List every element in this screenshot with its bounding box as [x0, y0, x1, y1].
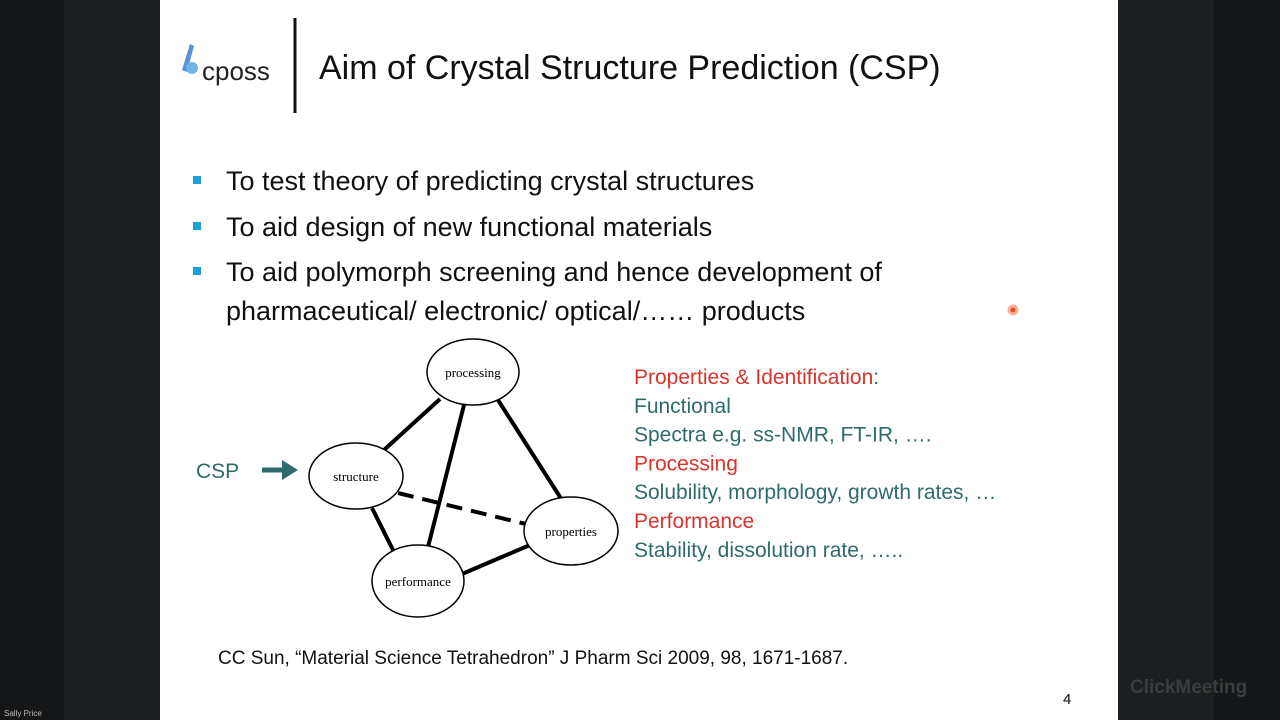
- bullet-text: To aid design of new functional material…: [226, 212, 712, 242]
- edge: [496, 398, 564, 502]
- bullet-text: To test theory of predicting crystal str…: [226, 166, 754, 196]
- node: [371, 544, 465, 618]
- page-number: 4: [1063, 691, 1071, 708]
- node-label: structure: [333, 469, 379, 484]
- aspect-line: Processing: [634, 452, 738, 475]
- bullet-list: To test theory of predicting crystal str…: [193, 166, 882, 326]
- aspect-text: Performance: [634, 510, 754, 533]
- logo-mark: [186, 62, 198, 74]
- aspect-line: Spectra e.g. ss-NMR, FT-IR, ….: [634, 424, 932, 447]
- aspect-text: Spectra e.g. ss-NMR, FT-IR, ….: [634, 424, 932, 447]
- aspect-text: Stability, dissolution rate, …..: [634, 539, 903, 562]
- aspect-text: Properties & Identification: [634, 366, 873, 389]
- input-label: CSP: [196, 460, 239, 483]
- logo-mark: [182, 44, 194, 72]
- side-panel: [64, 0, 160, 720]
- node-label: performance: [385, 574, 451, 589]
- watermark: ClickMeeting: [1130, 677, 1247, 698]
- pointer: [1007, 304, 1019, 316]
- arrow-head: [282, 460, 298, 480]
- aspect-text: Functional: [634, 395, 731, 418]
- aspect-line: Performance: [634, 510, 754, 533]
- dashed-edge: [397, 491, 527, 526]
- slide: [160, 0, 1118, 720]
- edge: [461, 543, 531, 576]
- tetrahedron-diagram: CSP processing structure properties perform…: [196, 338, 619, 618]
- citation: CC Sun, “Material Science Tetrahedron” J…: [218, 648, 848, 669]
- bullet-marker: [193, 267, 201, 275]
- edge: [426, 404, 466, 548]
- aspect-line: Properties & Identification:: [634, 366, 879, 389]
- aspect-text: Processing: [634, 452, 738, 475]
- node-label: processing: [445, 365, 501, 380]
- aspect-text: Solubility, morphology, growth rates, …: [634, 481, 996, 504]
- logo-text: cposs: [202, 56, 270, 86]
- aspect-line: Functional: [634, 395, 731, 418]
- bullet-text: pharmaceutical/ electronic/ optical/…… p…: [226, 296, 805, 326]
- edge: [370, 507, 396, 553]
- node-label: properties: [545, 524, 597, 539]
- aspect-line: Solubility, morphology, growth rates, …: [634, 481, 996, 504]
- bullet-marker: [193, 222, 201, 230]
- node: [308, 442, 404, 510]
- aspect-list: Properties & Identification: Functional Sp…: [634, 366, 996, 562]
- logo: cposs: [182, 44, 270, 86]
- bullet-marker: [193, 176, 201, 184]
- node: [426, 338, 520, 406]
- presenter-name: Sally Price: [4, 709, 42, 718]
- bullet-text: To aid polymorph screening and hence dev…: [226, 257, 882, 287]
- node: [523, 496, 619, 566]
- side-panel: [1118, 0, 1214, 720]
- aspect-line: Stability, dissolution rate, …..: [634, 539, 903, 562]
- slide-title: Aim of Crystal Structure Prediction (CSP…: [319, 49, 941, 87]
- edge: [382, 397, 442, 452]
- aspect-suffix: :: [873, 366, 879, 389]
